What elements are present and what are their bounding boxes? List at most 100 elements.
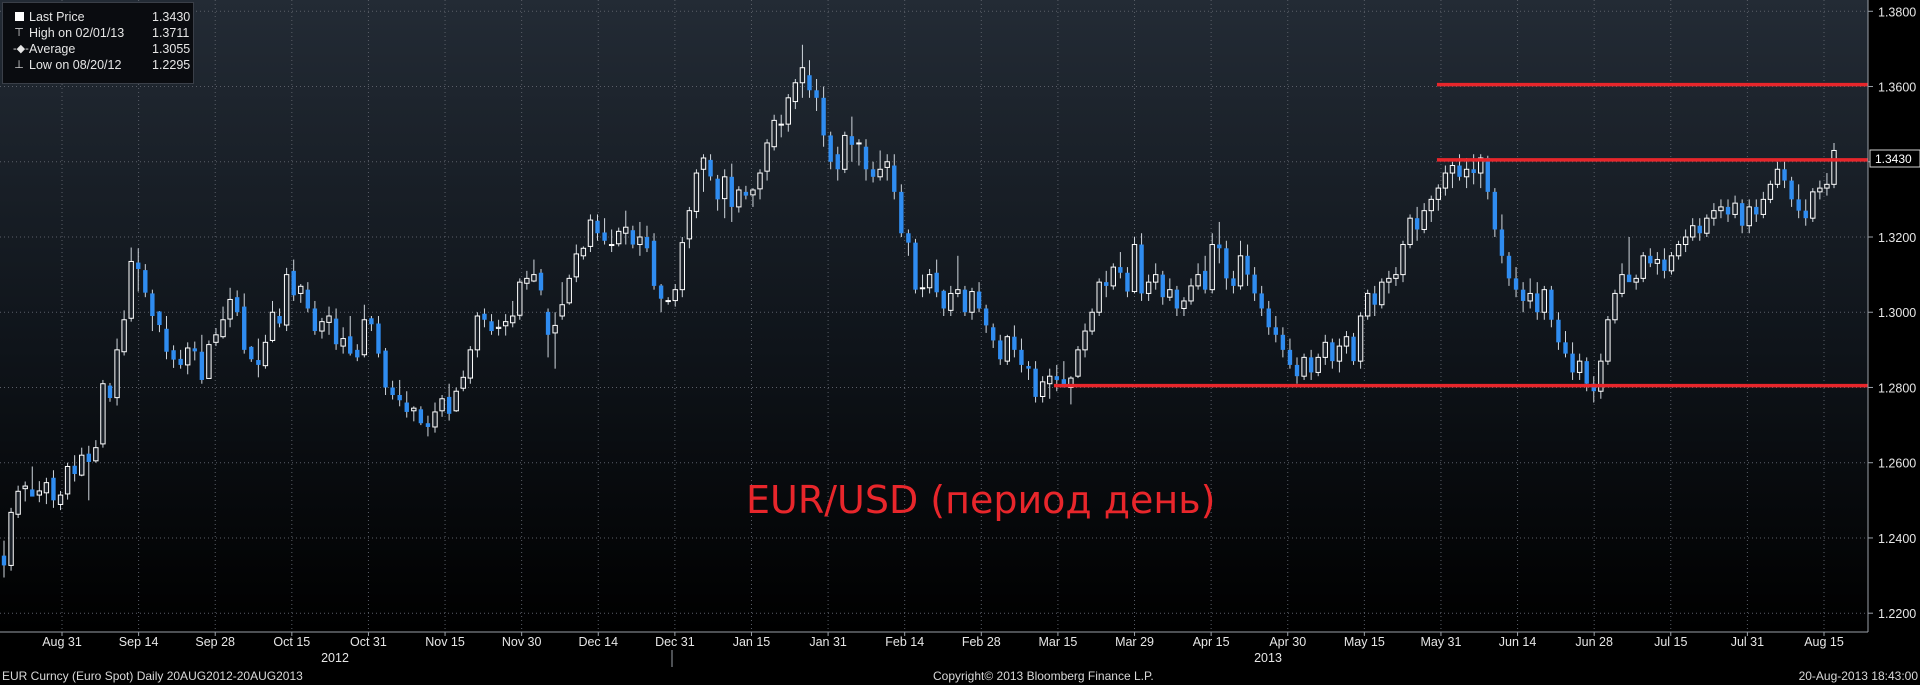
candle-body-down [1259,293,1264,309]
high-marker-icon: ⊤ [14,27,24,39]
candle-body-up [969,291,975,313]
candle-body-down [1796,199,1801,211]
candle-body-up [1167,289,1173,298]
candle-body-up [43,482,50,494]
year-label: 2013 [1254,651,1282,665]
candle-body-down [1754,206,1759,215]
x-tick-label: May 31 [1420,635,1461,649]
candle-body-up [474,315,481,351]
candle-body-down [1563,342,1568,354]
y-tick-label: 1.3800 [1878,5,1916,19]
candle-body-up [1068,377,1074,388]
candle-body-up [467,349,474,379]
candle-body-down [1139,244,1144,294]
candle-body-up [1421,210,1427,230]
candle-body-up [502,321,509,327]
candle-body-up [587,219,594,247]
candle-body-up [1336,345,1343,362]
candle-body-down [482,313,487,320]
candle-body-down [870,169,876,177]
candle-body-up [1131,244,1138,293]
candle-body-down [256,360,261,365]
candle-body-down [545,311,551,335]
candle-body-up [1407,217,1413,246]
candle-body-up [919,287,926,290]
candle-body-down [1697,225,1702,234]
candle-body-down [538,272,544,291]
candle-body-down [489,321,494,332]
candle-body-down [390,387,395,395]
support-resistance-lines [1053,82,1868,388]
candle-body-down [1351,336,1356,362]
candle-body-up [955,289,961,294]
candle-body-up [1527,292,1533,302]
candle-body-up [283,274,290,326]
candle-body-down [651,240,657,286]
candle-body-down [743,191,749,196]
x-tick-label: Dec 14 [578,635,618,649]
candle-body-up [1760,198,1767,215]
candle-body-up [1153,274,1159,283]
candle-body-down [1287,349,1293,365]
candle-body-up [57,494,64,505]
x-tick-label: Oct 31 [350,635,387,649]
candle-body-down [1782,169,1787,181]
x-axis-background [0,632,1920,667]
candle-body-down [835,154,840,170]
candle-body-up [1075,349,1081,377]
candle-body-down [708,159,713,177]
candle-body-up [1654,259,1661,264]
candle-body-down [630,230,636,245]
x-tick-label: Apr 30 [1269,635,1306,649]
candle-body-down [425,423,431,427]
candle-body-down [376,323,381,354]
candle-body-down [934,272,939,293]
candle-body-up [319,321,325,332]
candle-body-up [573,253,580,278]
candle-body-up [722,176,728,200]
filled-square-icon [15,12,24,21]
candle-body-down [1224,248,1229,279]
candle-body-down [143,270,148,293]
candle-body-up [608,244,615,247]
candle-body-down [234,297,240,313]
candle-body-down [249,346,254,360]
candle-body-up [771,119,777,148]
candle-body-up [877,168,883,178]
candle-body-up [1322,341,1328,358]
candle-body-down [1506,255,1512,279]
candle-body-up [1082,330,1088,351]
candle-body-up [531,274,537,282]
candle-body-up [750,189,756,196]
candle-body-up [1463,168,1470,178]
candle-body-up [1668,255,1675,272]
candle-body-up [1732,202,1738,215]
legend-low: ⊥ Low on 08/20/12 1.2295 [7,57,190,73]
last-price-tag: 1.3430 [1869,149,1920,168]
legend-label: Low on 08/20/12 [29,58,122,72]
candle-body-up [64,465,71,495]
candle-body-up [1343,336,1350,347]
candle-body-up [700,157,707,170]
candle-body-up [764,142,770,172]
candle-body-down [595,220,600,234]
x-tick-label: Aug 31 [42,635,82,649]
legend-label: High on 02/01/13 [29,26,125,40]
candle-body-down [404,402,409,412]
candle-body-up [121,319,127,353]
candle-body-up [1541,289,1547,313]
candle-body-up [693,172,700,212]
candle-body-down [602,232,607,241]
candle-body-up [1004,336,1011,362]
candle-body-up [326,315,332,323]
candle-body-up [517,281,523,316]
security-description: EUR Curncy (Euro Spot) Daily 20AUG2012-2… [2,669,303,683]
candle-body-down [658,285,664,299]
legend-label: Average [29,42,76,56]
candle-body-down [729,176,734,207]
candle-body-up [36,490,43,496]
candle-body-down [397,395,402,401]
candle-body-up [616,230,622,245]
candle-body-up [1145,281,1152,294]
